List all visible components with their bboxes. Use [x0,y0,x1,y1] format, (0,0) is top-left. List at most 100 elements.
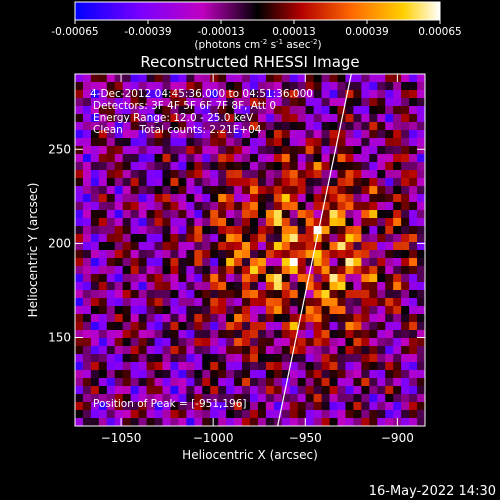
heatmap-cell [146,354,156,363]
heatmap-cell [273,362,283,371]
heatmap-cell [289,130,299,139]
heatmap-cell [257,290,267,299]
heatmap-cell [106,226,116,235]
heatmap-cell [75,74,84,83]
heatmap-cell [353,346,362,355]
heatmap-cell [82,162,92,171]
heatmap-cell [75,298,84,307]
heatmap-cell [353,314,362,323]
heatmap-cell [162,178,172,187]
heatmap-cell [218,194,227,203]
annotation-energy: Energy Range: 12.0 - 25.0 keV [93,112,254,124]
heatmap-cell [170,418,180,426]
heatmap-cell [265,186,275,195]
heatmap-cell [138,130,148,139]
heatmap-cell [305,146,315,155]
heatmap-cell [186,338,195,347]
heatmap-cell [345,186,355,195]
heatmap-cell [393,226,402,235]
heatmap-cell [98,202,108,211]
heatmap-cell [194,402,203,411]
heatmap-cell [202,386,211,395]
heatmap-cell [202,186,211,195]
heatmap-cell [417,194,425,203]
heatmap-cell [345,402,355,411]
heatmap-cell [242,106,251,115]
heatmap-cell [305,386,315,395]
heatmap-cell [273,346,283,355]
heatmap-cell [90,242,100,251]
heatmap-cell [98,386,108,395]
heatmap-cell [250,394,259,403]
heatmap-cell [297,98,307,107]
heatmap-cell [106,274,116,283]
heatmap-cell [401,106,410,115]
heatmap-cell [385,258,394,267]
heatmap-cell [385,362,394,371]
heatmap-cell [146,290,156,299]
heatmap-cell [250,154,259,163]
heatmap-cell [75,106,84,115]
heatmap-cell [82,122,92,131]
heatmap-cell [345,290,355,299]
heatmap-cell [257,170,267,179]
heatmap-cell [122,162,132,171]
heatmap-cell [194,266,203,275]
heatmap-cell [329,354,339,363]
heatmap-cell [186,354,195,363]
heatmap-cell [162,250,172,259]
heatmap-cell [353,90,362,99]
heatmap-cell [289,266,299,275]
heatmap-cell [114,370,124,379]
heatmap-cell [138,218,148,227]
heatmap-cell [305,298,315,307]
heatmap-cell [75,410,84,419]
heatmap-cell [75,234,84,243]
heatmap-cell [178,146,187,155]
heatmap-cell [385,130,394,139]
heatmap-cell [242,250,251,259]
heatmap-cell [138,314,148,323]
heatmap-cell [178,178,187,187]
heatmap-cell [257,154,267,163]
heatmap-cell [130,322,140,331]
heatmap-cell [281,266,291,275]
heatmap-cell [122,250,132,259]
heatmap-cell [361,274,370,283]
heatmap-cell [313,194,323,203]
heatmap-cell [170,186,180,195]
annotations: 4-Dec-2012 04:45:36.000 to 04:51:36.000 … [90,88,313,410]
heatmap-cell [369,394,378,403]
heatmap-cell [186,170,195,179]
heatmap-cell [122,362,132,371]
heatmap-cell [90,290,100,299]
heatmap-cell [202,346,211,355]
heatmap-cell [186,74,195,83]
annotation-time: 4-Dec-2012 04:45:36.000 to 04:51:36.000 [90,88,313,100]
heatmap-cell [146,154,156,163]
heatmap-cell [122,74,132,83]
heatmap-cell [75,338,84,347]
heatmap-cell [401,186,410,195]
heatmap-cell [305,162,315,171]
heatmap-cell [297,234,307,243]
heatmap-cell [329,138,339,147]
heatmap-cell [90,370,100,379]
heatmap-cell [265,138,275,147]
heatmap-cell [250,234,259,243]
heatmap-cell [130,162,140,171]
heatmap-cell [353,298,362,307]
heatmap-cell [82,330,92,339]
heatmap-cell [321,314,331,323]
heatmap-cell [281,106,291,115]
heatmap-cell [377,218,386,227]
heatmap-cell [313,170,323,179]
heatmap-cell [210,186,219,195]
heatmap-cell [273,178,283,187]
heatmap-cell [297,330,307,339]
heatmap-cell [82,146,92,155]
heatmap-cell [273,402,283,411]
heatmap-cell [273,298,283,307]
heatmap-cell [130,154,140,163]
heatmap-cell [321,74,331,83]
